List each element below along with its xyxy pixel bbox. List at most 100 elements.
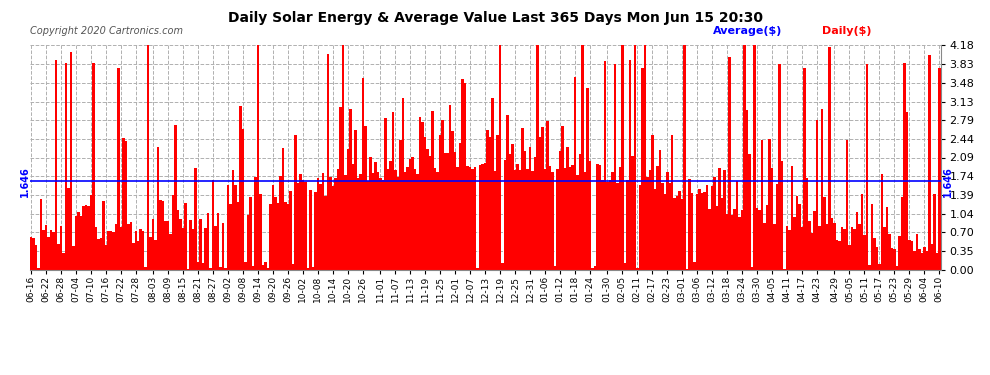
Bar: [369, 158, 371, 270]
Bar: [217, 213, 220, 270]
Bar: [174, 125, 177, 270]
Bar: [242, 129, 245, 270]
Bar: [409, 159, 412, 270]
Bar: [471, 169, 474, 270]
Bar: [875, 248, 878, 270]
Bar: [813, 211, 816, 270]
Bar: [561, 126, 563, 270]
Bar: [312, 267, 314, 270]
Bar: [831, 218, 834, 270]
Bar: [304, 182, 307, 270]
Bar: [194, 168, 197, 270]
Bar: [484, 162, 486, 270]
Bar: [551, 172, 553, 270]
Bar: [584, 172, 586, 270]
Bar: [504, 160, 506, 270]
Bar: [781, 161, 783, 270]
Bar: [307, 268, 309, 270]
Bar: [656, 166, 658, 270]
Bar: [366, 181, 369, 270]
Bar: [691, 193, 693, 270]
Bar: [631, 156, 634, 270]
Bar: [761, 140, 763, 270]
Bar: [427, 149, 429, 270]
Bar: [167, 221, 169, 270]
Bar: [35, 245, 38, 270]
Bar: [898, 236, 901, 270]
Bar: [132, 243, 135, 270]
Bar: [491, 98, 494, 270]
Bar: [399, 140, 402, 270]
Bar: [506, 116, 509, 270]
Bar: [140, 230, 142, 270]
Bar: [771, 168, 773, 270]
Bar: [891, 248, 893, 270]
Bar: [766, 205, 768, 270]
Bar: [741, 210, 743, 270]
Bar: [532, 171, 534, 270]
Bar: [402, 98, 404, 270]
Bar: [279, 176, 282, 270]
Bar: [755, 208, 758, 270]
Bar: [474, 167, 476, 270]
Bar: [883, 227, 886, 270]
Bar: [345, 174, 346, 270]
Bar: [87, 206, 89, 270]
Bar: [501, 263, 504, 270]
Bar: [721, 198, 724, 270]
Bar: [43, 230, 45, 270]
Bar: [164, 220, 167, 270]
Bar: [881, 174, 883, 270]
Bar: [913, 252, 916, 270]
Bar: [422, 122, 424, 270]
Bar: [704, 192, 706, 270]
Text: Copyright 2020 Cartronics.com: Copyright 2020 Cartronics.com: [30, 26, 183, 36]
Bar: [105, 245, 107, 270]
Bar: [634, 45, 636, 270]
Bar: [855, 212, 858, 270]
Bar: [908, 240, 911, 270]
Bar: [254, 177, 256, 270]
Bar: [673, 198, 676, 270]
Bar: [199, 219, 202, 270]
Bar: [342, 45, 345, 270]
Bar: [84, 205, 87, 270]
Bar: [556, 170, 558, 270]
Bar: [349, 109, 351, 270]
Bar: [783, 269, 786, 270]
Bar: [329, 177, 332, 270]
Bar: [100, 238, 102, 270]
Bar: [404, 172, 407, 270]
Bar: [189, 219, 192, 270]
Bar: [611, 172, 614, 270]
Bar: [62, 253, 64, 270]
Bar: [340, 106, 342, 270]
Bar: [688, 178, 691, 270]
Bar: [609, 180, 611, 270]
Bar: [868, 264, 870, 270]
Bar: [753, 45, 755, 270]
Bar: [573, 77, 576, 270]
Bar: [346, 149, 349, 270]
Bar: [297, 183, 299, 270]
Bar: [745, 110, 748, 270]
Bar: [539, 137, 542, 270]
Bar: [389, 161, 391, 270]
Bar: [256, 45, 259, 270]
Bar: [527, 169, 529, 270]
Bar: [644, 45, 646, 270]
Bar: [154, 240, 157, 270]
Bar: [736, 181, 739, 270]
Bar: [444, 153, 446, 270]
Bar: [159, 200, 162, 270]
Bar: [230, 204, 232, 270]
Bar: [64, 63, 67, 270]
Bar: [439, 135, 442, 270]
Bar: [319, 184, 322, 270]
Bar: [616, 183, 619, 270]
Bar: [149, 237, 152, 270]
Bar: [82, 206, 84, 270]
Bar: [614, 64, 616, 270]
Bar: [147, 45, 149, 270]
Bar: [376, 171, 379, 270]
